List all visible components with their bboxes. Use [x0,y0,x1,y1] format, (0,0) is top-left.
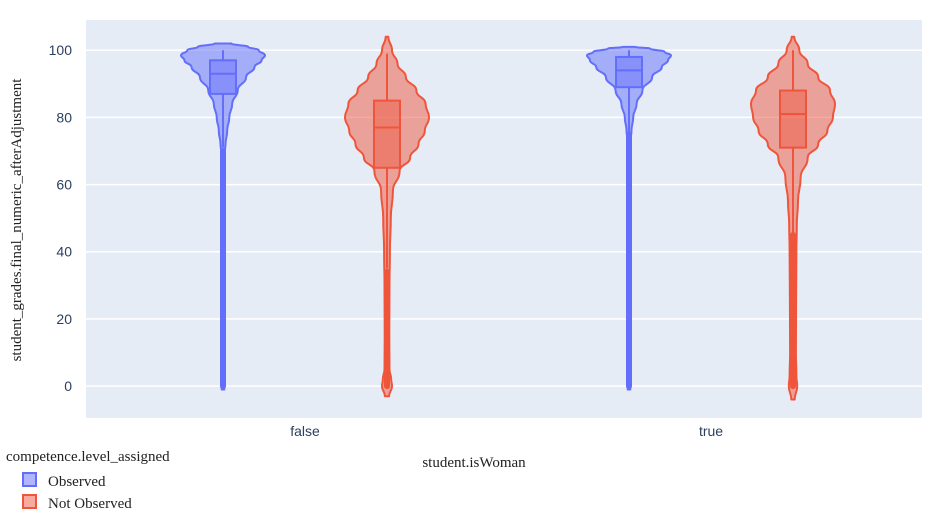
y-tick-label-0: 0 [64,378,72,394]
box-not-observed-false [373,99,401,169]
legend-title: competence.level_assigned [6,449,170,465]
x-tick-label-false: false [290,423,320,439]
legend-swatch-not-observed [22,494,37,509]
y-tick-label-40: 40 [56,244,72,260]
violin-group-not-observed-true [750,35,836,401]
y-tick-label-60: 60 [56,177,72,193]
legend-label-not-observed: Not Observed [48,496,132,512]
y-tick-label-100: 100 [49,42,73,58]
violin-group-not-observed-false [344,35,430,398]
tick-layer: 0 20 40 60 80 100 false true [49,42,724,439]
violin-layer [180,35,836,401]
legend-label-observed: Observed [48,474,106,490]
y-tick-label-20: 20 [56,311,72,327]
violin-group-observed-true [586,45,672,391]
box-observed-true [615,55,643,89]
x-tick-label-true: true [699,423,723,439]
legend-item-observed[interactable]: Observed [22,472,106,490]
y-tick-label-80: 80 [56,109,72,125]
y-axis-title: student_grades.final_numeric_afterAdjust… [9,78,25,362]
legend-swatch-observed [22,472,37,487]
violin-group-observed-false [180,42,266,391]
box-not-observed-true [779,89,807,149]
legend: competence.level_assigned Observed Not O… [6,449,170,512]
legend-item-not-observed[interactable]: Not Observed [22,494,132,512]
box-observed-false [209,59,237,95]
x-axis-title: student.isWoman [422,455,526,471]
